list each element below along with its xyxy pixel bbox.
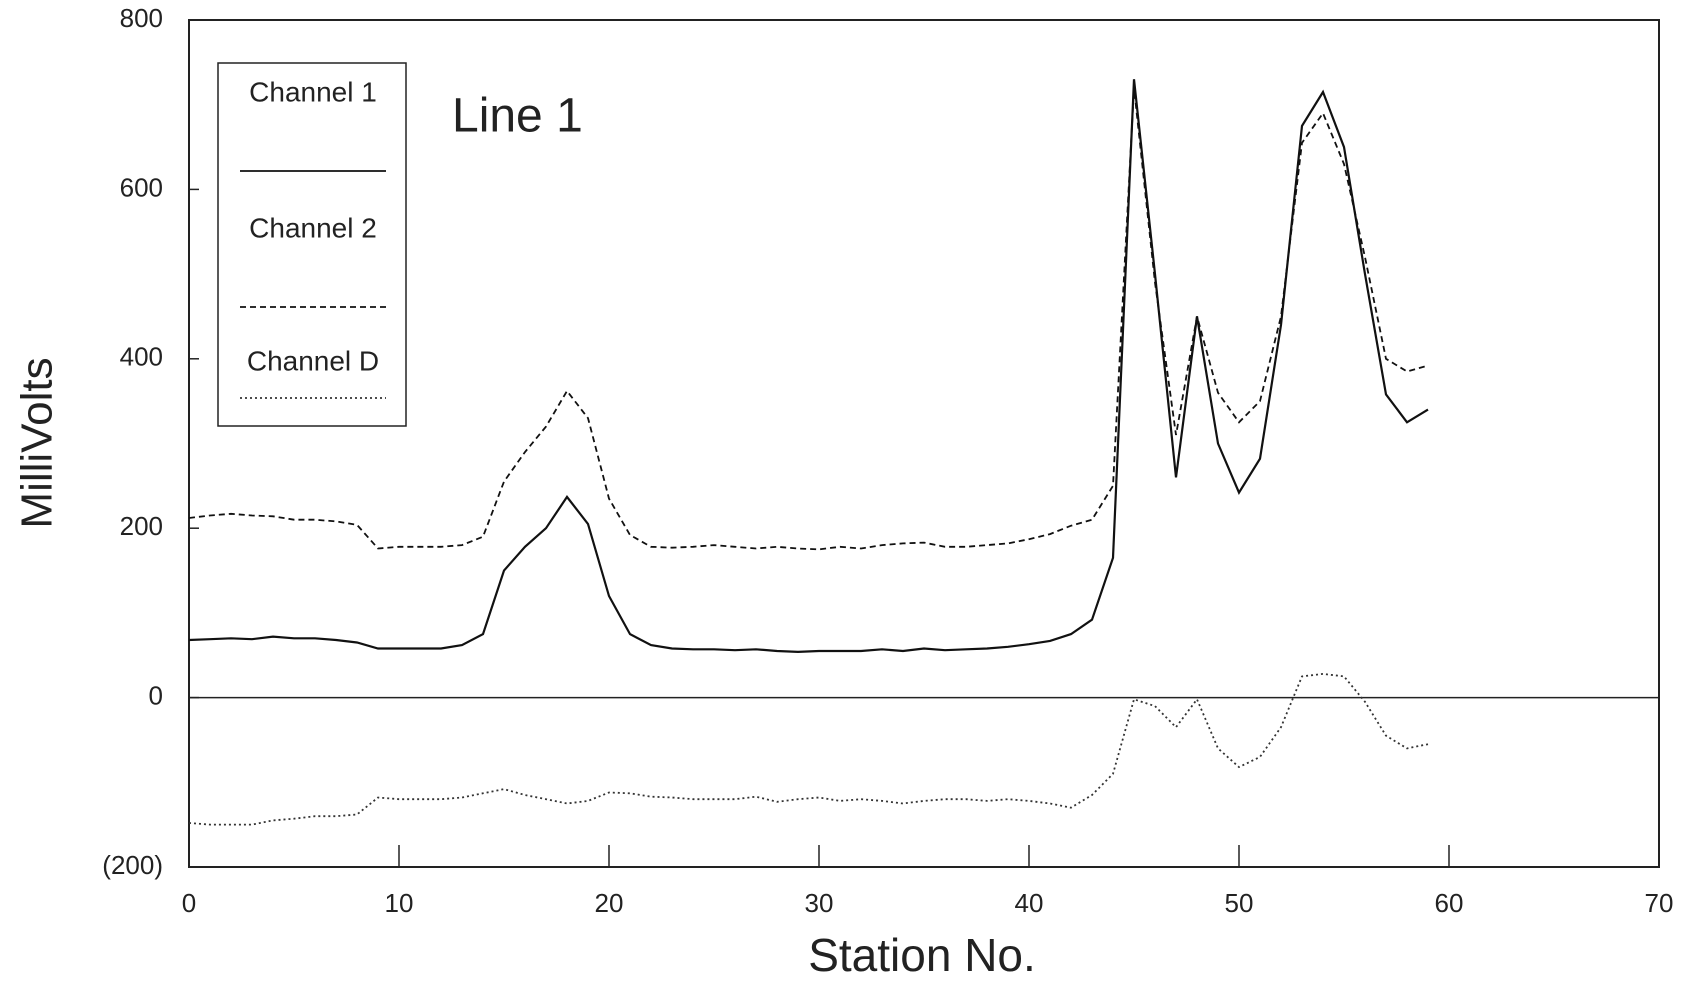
y-tick-label: 600 — [120, 172, 163, 202]
y-tick-label: 0 — [149, 680, 163, 710]
y-tick-label: 200 — [120, 511, 163, 541]
x-tick-label: 50 — [1225, 888, 1254, 918]
y-tick-label: 400 — [120, 342, 163, 372]
series-line — [188, 79, 1429, 654]
legend-label: Channel 2 — [249, 212, 377, 243]
x-tick-label: 30 — [805, 888, 834, 918]
x-axis-label: Station No. — [808, 929, 1036, 981]
y-axis-label: MilliVolts — [13, 357, 62, 528]
x-tick-label: 10 — [385, 888, 414, 918]
x-tick-label: 20 — [595, 888, 624, 918]
y-tick-label: (200) — [102, 850, 163, 880]
x-tick-label: 60 — [1435, 888, 1464, 918]
annotation: Line 1 — [452, 90, 583, 143]
x-tick-label: 70 — [1645, 888, 1674, 918]
legend-label: Channel 1 — [249, 76, 377, 107]
series-line — [188, 87, 1429, 551]
x-tick-label: 0 — [182, 888, 196, 918]
plot-frame — [188, 19, 1660, 868]
legend-box — [217, 62, 407, 427]
series-line — [188, 672, 1429, 826]
x-tick-label: 40 — [1015, 888, 1044, 918]
legend-label: Channel D — [247, 345, 379, 376]
y-tick-label: 800 — [120, 3, 163, 33]
